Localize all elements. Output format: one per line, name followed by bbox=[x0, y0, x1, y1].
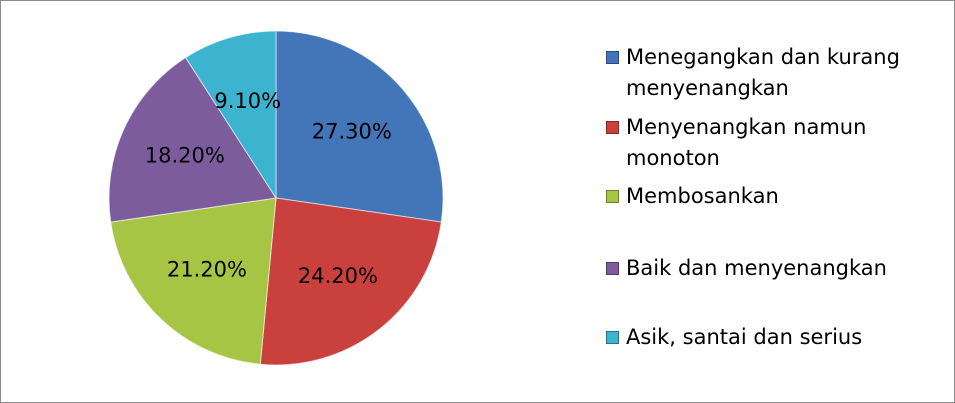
pie-slice bbox=[259, 197, 442, 366]
legend-swatch bbox=[606, 121, 619, 134]
data-label: 27.30% bbox=[312, 119, 392, 143]
legend-item: Menyenangkan namun monoton bbox=[606, 112, 946, 174]
legend-label: Menyenangkan namun monoton bbox=[626, 115, 867, 170]
data-label: 21.20% bbox=[167, 258, 247, 282]
data-label: 9.10% bbox=[214, 89, 281, 113]
pie-slice bbox=[108, 56, 277, 223]
data-label: 18.20% bbox=[145, 143, 225, 167]
pie-slice bbox=[275, 30, 444, 223]
legend-item: Asik, santai dan serius bbox=[606, 322, 946, 353]
legend-swatch bbox=[606, 51, 619, 64]
legend-swatch bbox=[606, 190, 619, 203]
legend-label: Membosankan bbox=[626, 184, 779, 208]
pie-slice bbox=[110, 197, 277, 365]
legend-label: Asik, santai dan serius bbox=[626, 325, 863, 349]
legend-item: Menegangkan dan kurang menyenangkan bbox=[606, 42, 946, 104]
legend-swatch bbox=[606, 331, 619, 344]
data-label: 24.20% bbox=[298, 264, 378, 288]
legend-item: Baik dan menyenangkan bbox=[606, 253, 946, 284]
legend-item: Membosankan bbox=[606, 181, 946, 212]
legend-label: Menegangkan dan kurang menyenangkan bbox=[626, 45, 900, 100]
legend-swatch bbox=[606, 262, 619, 275]
pie-slice bbox=[184, 30, 277, 200]
legend-label: Baik dan menyenangkan bbox=[626, 256, 887, 280]
